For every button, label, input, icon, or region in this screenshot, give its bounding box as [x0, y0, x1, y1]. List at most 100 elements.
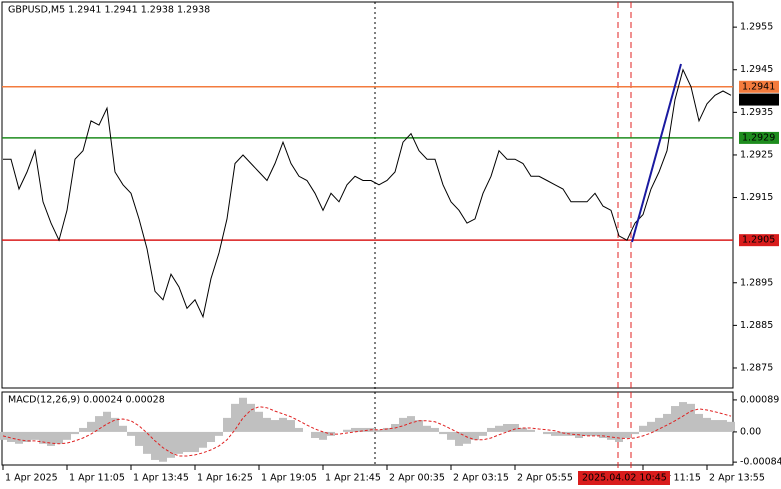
- x-tick-label: 1 Apr 2025: [5, 473, 58, 484]
- macd-bar: [439, 431, 447, 435]
- macd-bar: [95, 416, 103, 432]
- macd-bar: [463, 431, 471, 444]
- macd-bar: [287, 420, 295, 432]
- macd-bar: [159, 431, 167, 462]
- macd-bar: [39, 431, 47, 444]
- macd-bar: [319, 431, 327, 440]
- macd-bar: [215, 431, 223, 436]
- macd-bar: [311, 431, 319, 439]
- macd-bar: [527, 429, 535, 432]
- macd-bar: [607, 431, 615, 440]
- macd-bar: [7, 431, 15, 442]
- price-level-tag: [739, 93, 779, 106]
- macd-bar: [87, 421, 95, 432]
- macd-bar: [111, 417, 119, 432]
- macd-bar: [127, 431, 135, 436]
- price-level-tag: [739, 234, 779, 247]
- y-tick-label: 1.2925: [740, 149, 773, 160]
- x-tick-label: 1 Apr 11:05: [69, 473, 125, 484]
- macd-bar: [727, 421, 735, 432]
- macd-bar: [31, 431, 39, 440]
- macd-bar: [359, 427, 367, 432]
- price-level-label: 1.2941: [742, 81, 775, 92]
- macd-bar: [471, 431, 479, 440]
- price-level-label: 1.2929: [742, 132, 775, 143]
- y-tick-label: 1.2885: [740, 320, 773, 331]
- x-tick-label: 1 Apr 21:45: [325, 473, 381, 484]
- macd-bar: [431, 427, 439, 432]
- macd-bar: [479, 431, 487, 436]
- macd-bar: [711, 420, 719, 432]
- macd-bar: [503, 424, 511, 432]
- price-line: [3, 68, 732, 319]
- macd-bar: [183, 431, 191, 453]
- macd-bar: [567, 431, 575, 436]
- macd-bar: [583, 431, 591, 436]
- macd-bar: [679, 402, 687, 432]
- y-tick-label: 1.2895: [740, 277, 773, 288]
- macd-bar: [71, 431, 79, 435]
- x-tick-label: 2 Apr 11:15: [645, 473, 701, 484]
- macd-bar: [47, 431, 55, 446]
- macd-bar: [551, 431, 559, 436]
- macd-bar: [103, 411, 111, 432]
- macd-bar: [639, 425, 647, 432]
- macd-bar: [247, 403, 255, 432]
- macd-bar: [663, 413, 671, 432]
- macd-bar: [383, 427, 391, 432]
- x-tick-label: 1 Apr 19:05: [261, 473, 317, 484]
- x-tick-label: 2 Apr 13:55: [709, 473, 765, 484]
- macd-bar: [207, 431, 215, 442]
- x-tick-label: 2 Apr 00:35: [389, 473, 445, 484]
- x-tick-label: 1 Apr 16:25: [197, 473, 253, 484]
- macd-bar: [167, 431, 175, 458]
- macd-layer: [0, 397, 735, 462]
- x-tick-label: 2 Apr 05:55: [517, 473, 573, 484]
- macd-bar: [239, 397, 247, 432]
- macd-title: MACD(12,26,9) 0.00024 0.00028: [8, 395, 165, 406]
- macd-bar: [687, 403, 695, 432]
- crosshair-tag: [578, 471, 670, 485]
- trend-line: [631, 63, 682, 243]
- price-level-label: 1.2905: [742, 235, 775, 246]
- macd-bar: [543, 431, 551, 435]
- macd-bar: [399, 417, 407, 432]
- y-tick-label: 1.2955: [740, 22, 773, 33]
- macd-bar: [559, 431, 567, 436]
- macd-bar: [631, 431, 639, 435]
- macd-bar: [423, 425, 431, 432]
- y-tick-label: 1.2935: [740, 107, 773, 118]
- macd-bar: [15, 431, 23, 444]
- macd-bar: [447, 431, 455, 440]
- macd-bar: [695, 413, 703, 432]
- signal-line: [2, 406, 732, 457]
- x-tick-label: 1 Apr 13:45: [133, 473, 189, 484]
- price-level-tag: [739, 80, 779, 93]
- macd-bar: [279, 417, 287, 432]
- macd-bar: [63, 431, 71, 440]
- macd-bar: [519, 427, 527, 432]
- chart-title: GBPUSD,M5 1.2941 1.2941 1.2938 1.2938: [8, 5, 210, 16]
- macd-bar: [647, 421, 655, 432]
- macd-y-tick-label: 0.00089: [740, 394, 779, 405]
- macd-bar: [343, 429, 351, 432]
- price-level-tag: [739, 131, 779, 144]
- x-tick-label: 2 Apr 03:15: [453, 473, 509, 484]
- macd-bar: [119, 425, 127, 432]
- macd-bar: [591, 431, 599, 436]
- y-tick-label: 1.2875: [740, 362, 773, 373]
- macd-bar: [495, 425, 503, 432]
- macd-bar: [407, 416, 415, 432]
- macd-bar: [615, 431, 623, 442]
- macd-bar: [23, 431, 31, 442]
- macd-bar: [375, 429, 383, 432]
- macd-bar: [175, 431, 183, 454]
- macd-bar: [55, 431, 63, 444]
- macd-bar: [351, 427, 359, 432]
- macd-bar: [719, 420, 727, 432]
- macd-bar: [511, 424, 519, 432]
- macd-bar: [223, 417, 231, 432]
- macd-bar: [191, 431, 199, 453]
- macd-bar: [295, 427, 303, 432]
